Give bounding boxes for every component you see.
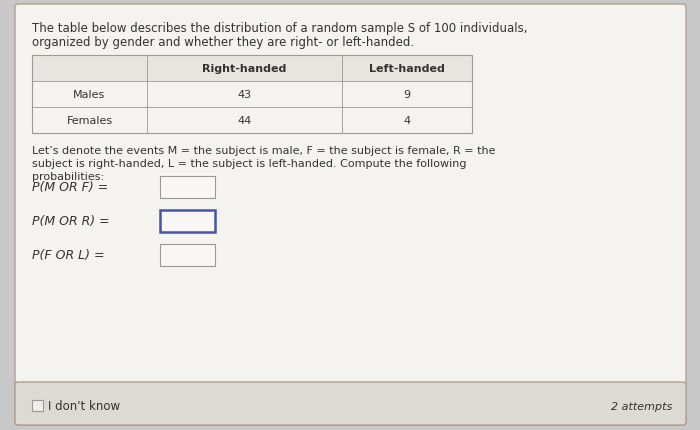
Text: The table below describes the distribution of a random sample S of 100 individua: The table below describes the distributi…	[32, 22, 528, 35]
Text: Females: Females	[66, 116, 113, 126]
Text: 44: 44	[237, 116, 251, 126]
Text: P(F OR L) =: P(F OR L) =	[32, 249, 104, 262]
Text: subject is right-handed, L = the subject is left-handed. Compute the following: subject is right-handed, L = the subject…	[32, 159, 466, 169]
Text: 2 attempts: 2 attempts	[610, 401, 672, 411]
Bar	[32, 56, 472, 82]
Bar	[32, 56, 472, 134]
Bar	[32, 401, 43, 412]
Text: P(M OR R) =: P(M OR R) =	[32, 215, 110, 228]
Bar	[32, 82, 472, 108]
Text: I don't know: I don't know	[48, 399, 120, 412]
Bar	[160, 177, 215, 199]
Bar	[160, 211, 215, 233]
Text: 43: 43	[237, 90, 251, 100]
Text: probabilities:: probabilities:	[32, 172, 104, 181]
FancyBboxPatch shape	[15, 5, 686, 425]
Text: Males: Males	[74, 90, 106, 100]
Bar	[32, 108, 472, 134]
Text: organized by gender and whether they are right- or left-handed.: organized by gender and whether they are…	[32, 36, 414, 49]
Text: 4: 4	[403, 116, 411, 126]
Text: 9: 9	[403, 90, 411, 100]
Text: Let’s denote the events M = the subject is male, F = the subject is female, R = : Let’s denote the events M = the subject …	[32, 146, 496, 156]
FancyBboxPatch shape	[15, 382, 686, 425]
Text: Left-handed: Left-handed	[369, 64, 445, 74]
Bar	[160, 244, 215, 266]
Text: P(M OR F) =: P(M OR F) =	[32, 181, 108, 194]
Bar	[19, 390, 682, 422]
Text: 0.57: 0.57	[165, 250, 190, 261]
Text: Right-handed: Right-handed	[202, 64, 287, 74]
